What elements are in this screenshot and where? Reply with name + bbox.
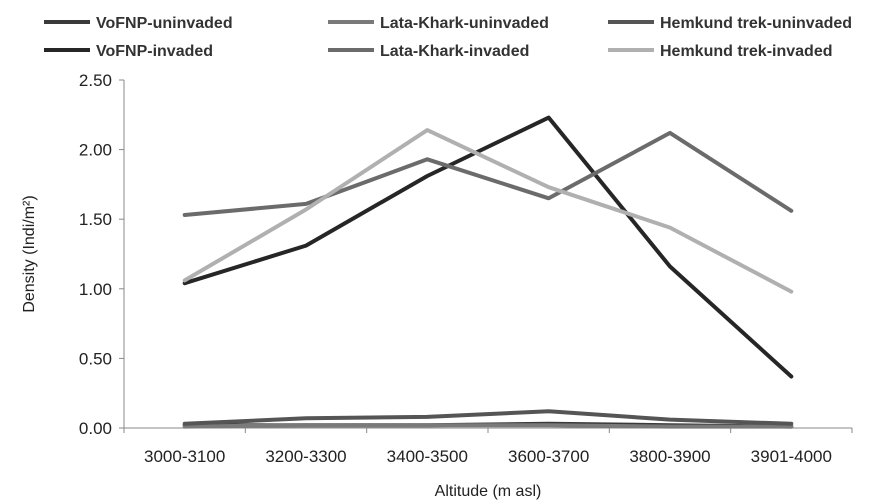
series-line-vofnp-invaded [182, 115, 794, 379]
y-tick-label: 1.50 [79, 210, 112, 229]
x-tick-label: 3901-4000 [751, 447, 832, 466]
y-axis-title: Density (Indi/m²) [21, 195, 38, 312]
legend-label: VoFNP-invaded [96, 43, 213, 60]
series-line-lata-khark-uninvaded [182, 423, 794, 429]
series-line-lata-khark-invaded [182, 130, 794, 217]
series-line-hemkund-trek-invaded [182, 128, 794, 294]
legend-label: VoFNP-uninvaded [96, 15, 233, 32]
legend-label: Lata-Khark-uninvaded [380, 15, 549, 32]
y-tick-label: 1.00 [79, 280, 112, 299]
legend: VoFNP-uninvaded Lata-Khark-uninvaded Hemku… [44, 15, 852, 60]
x-axis-title: Altitude (m asl) [435, 483, 542, 500]
series-line-hemkund-trek-uninvaded [182, 409, 794, 426]
legend-label: Hemkund trek-uninvaded [660, 15, 852, 32]
x-ticks: 3000-3100 3200-3300 3400-3500 3600-3700 3800… [123, 428, 853, 466]
x-tick-label: 3200-3300 [265, 447, 346, 466]
y-tick-label: 0.00 [79, 419, 112, 438]
x-tick-label: 3000-3100 [144, 447, 225, 466]
y-tick-label: 0.50 [79, 349, 112, 368]
series-lines [182, 115, 794, 429]
x-tick-label: 3600-3700 [508, 447, 589, 466]
legend-label: Hemkund trek-invaded [660, 43, 832, 60]
y-ticks: 0.00 0.50 1.00 1.50 2.00 2.50 [79, 71, 124, 438]
legend-label: Lata-Khark-invaded [380, 43, 529, 60]
x-tick-label: 3400-3500 [387, 447, 468, 466]
x-tick-label: 3800-3900 [629, 447, 710, 466]
y-tick-label: 2.50 [79, 71, 112, 90]
y-tick-label: 2.00 [79, 141, 112, 160]
